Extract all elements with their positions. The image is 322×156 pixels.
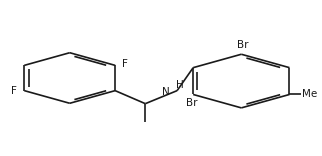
Text: N: N — [162, 87, 170, 97]
Text: H: H — [175, 80, 183, 90]
Text: F: F — [122, 59, 128, 69]
Text: F: F — [12, 86, 17, 96]
Text: Br: Br — [186, 98, 197, 108]
Text: Me: Me — [302, 90, 317, 100]
Text: Br: Br — [237, 40, 249, 50]
